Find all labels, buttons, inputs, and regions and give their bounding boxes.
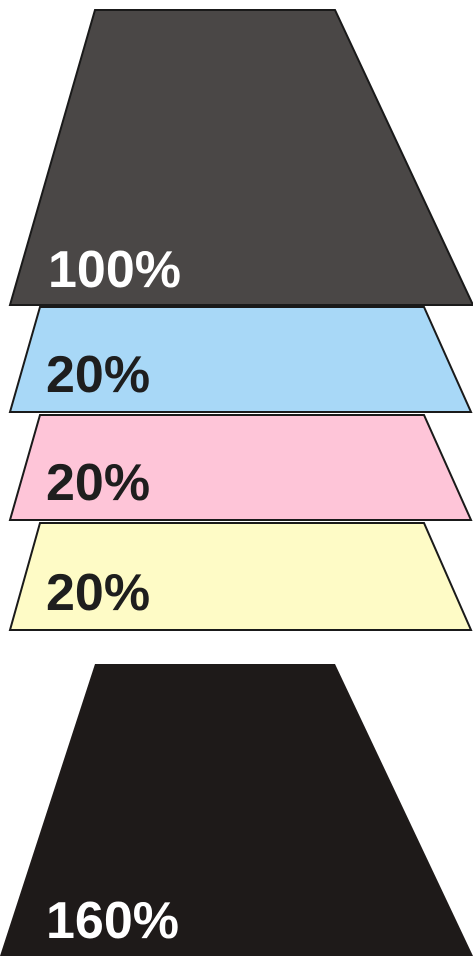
- yellow-ink-layer: 20%: [8, 522, 473, 631]
- cyan-ink-trapezoid: [8, 306, 473, 413]
- yellow-ink-trapezoid: [8, 522, 473, 631]
- cyan-ink-coverage-label: 20%: [46, 346, 150, 404]
- magenta-ink-coverage-label: 20%: [46, 454, 150, 512]
- black-ink-coverage-label: 100%: [48, 241, 181, 299]
- yellow-ink-coverage-label: 20%: [46, 564, 150, 622]
- total-ink-layer: 160%: [0, 664, 473, 956]
- magenta-ink-trapezoid: [8, 414, 473, 521]
- black-ink-layer: 100%: [8, 9, 473, 306]
- total-ink-trapezoid: [0, 664, 473, 956]
- black-ink-trapezoid: [8, 9, 473, 306]
- magenta-ink-layer: 20%: [8, 414, 473, 521]
- cyan-ink-layer: 20%: [8, 306, 473, 413]
- total-ink-coverage-label: 160%: [46, 892, 179, 950]
